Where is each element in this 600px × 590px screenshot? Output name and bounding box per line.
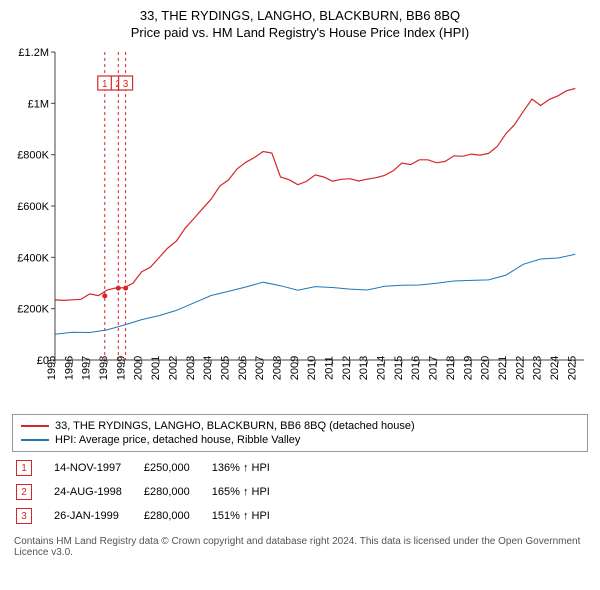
chart-container: 33, THE RYDINGS, LANGHO, BLACKBURN, BB6 … (0, 0, 600, 564)
marker-row: 2 24-AUG-1998£280,000165% ↑ HPI (12, 480, 288, 504)
x-tick-label: 2008 (271, 356, 283, 380)
x-tick-label: 2003 (185, 356, 197, 380)
legend-swatch (21, 425, 49, 427)
chart-title: 33, THE RYDINGS, LANGHO, BLACKBURN, BB6 … (10, 8, 590, 23)
y-tick-label: £600K (17, 201, 49, 213)
x-tick-label: 2009 (289, 356, 301, 380)
chart-titles: 33, THE RYDINGS, LANGHO, BLACKBURN, BB6 … (10, 8, 590, 40)
x-tick-label: 2004 (202, 356, 214, 380)
x-tick-label: 2020 (480, 356, 492, 380)
x-tick-label: 2012 (341, 356, 353, 380)
x-tick-label: 2007 (254, 356, 266, 380)
x-tick-label: 2024 (549, 356, 561, 380)
legend-row: 33, THE RYDINGS, LANGHO, BLACKBURN, BB6 … (21, 419, 579, 433)
x-tick-label: 2006 (237, 356, 249, 380)
legend: 33, THE RYDINGS, LANGHO, BLACKBURN, BB6 … (12, 414, 588, 452)
marker-hpi: 165% ↑ HPI (208, 480, 288, 504)
x-tick-label: 1995 (46, 356, 58, 380)
marker-row: 3 26-JAN-1999£280,000151% ↑ HPI (12, 504, 288, 528)
y-tick-label: £800K (17, 150, 49, 162)
marker-price: £280,000 (140, 504, 208, 528)
chart-svg: £0£200K£400K£600K£800K£1M£1.2M1995199619… (10, 46, 590, 406)
marker-table: 1 14-NOV-1997£250,000136% ↑ HPI 2 24-AUG-19… (12, 456, 288, 528)
marker-number-box: 1 (16, 460, 32, 476)
legend-label: HPI: Average price, detached house, Ribb… (55, 434, 300, 446)
x-tick-label: 2014 (376, 356, 388, 380)
x-tick-label: 2000 (133, 356, 145, 380)
x-tick-label: 1997 (81, 356, 93, 380)
marker-number-box: 2 (16, 484, 32, 500)
y-tick-label: £200K (17, 304, 49, 316)
x-tick-label: 2016 (410, 356, 422, 380)
marker-price: £280,000 (140, 480, 208, 504)
x-tick-label: 2010 (306, 356, 318, 380)
x-tick-label: 2019 (462, 356, 474, 380)
x-tick-label: 2015 (393, 356, 405, 380)
chart-plot-area: £0£200K£400K£600K£800K£1M£1.2M1995199619… (10, 46, 590, 406)
x-tick-label: 2022 (514, 356, 526, 380)
x-tick-label: 2018 (445, 356, 457, 380)
marker-price: £250,000 (140, 456, 208, 480)
legend-row: HPI: Average price, detached house, Ribb… (21, 433, 579, 447)
x-tick-label: 2005 (219, 356, 231, 380)
series-line (55, 254, 575, 334)
x-tick-label: 1998 (98, 356, 110, 380)
marker-hpi: 136% ↑ HPI (208, 456, 288, 480)
series-line (55, 89, 575, 301)
marker-date: 14-NOV-1997 (50, 456, 140, 480)
x-tick-label: 2021 (497, 356, 509, 380)
footer-text: Contains HM Land Registry data © Crown c… (10, 528, 590, 560)
legend-swatch (21, 439, 49, 441)
marker-row: 1 14-NOV-1997£250,000136% ↑ HPI (12, 456, 288, 480)
legend-label: 33, THE RYDINGS, LANGHO, BLACKBURN, BB6 … (55, 420, 415, 432)
y-tick-label: £1.2M (18, 47, 49, 59)
plot-marker-label: 3 (123, 79, 129, 90)
x-tick-label: 2001 (150, 356, 162, 380)
y-tick-label: £1M (28, 98, 49, 110)
marker-number-box: 3 (16, 508, 32, 524)
x-tick-label: 2017 (428, 356, 440, 380)
chart-subtitle: Price paid vs. HM Land Registry's House … (10, 25, 590, 40)
x-tick-label: 2002 (167, 356, 179, 380)
x-tick-label: 1996 (63, 356, 75, 380)
marker-hpi: 151% ↑ HPI (208, 504, 288, 528)
x-tick-label: 2013 (358, 356, 370, 380)
y-tick-label: £400K (17, 252, 49, 264)
x-tick-label: 2025 (566, 356, 578, 380)
plot-marker-label: 1 (102, 79, 108, 90)
x-tick-label: 2023 (532, 356, 544, 380)
marker-date: 24-AUG-1998 (50, 480, 140, 504)
marker-date: 26-JAN-1999 (50, 504, 140, 528)
